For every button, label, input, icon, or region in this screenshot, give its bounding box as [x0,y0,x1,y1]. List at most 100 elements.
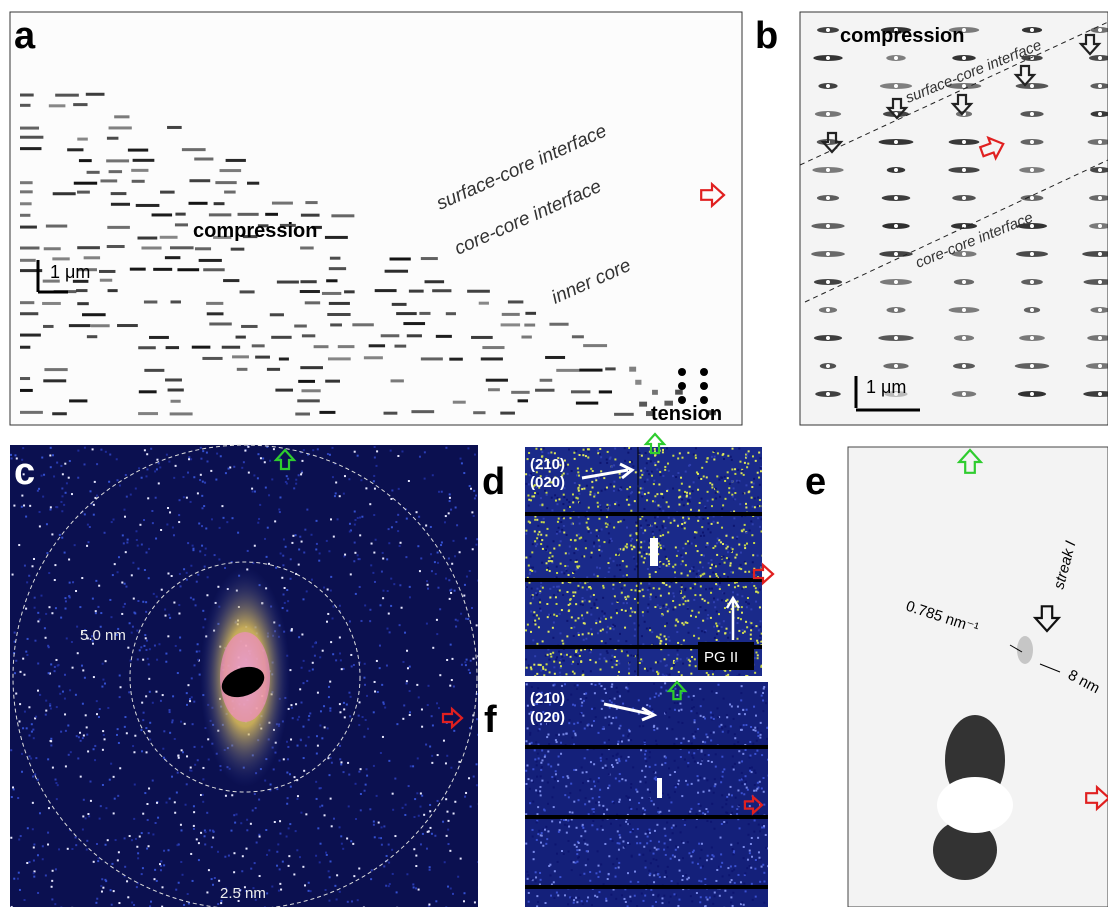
noise [642,532,644,534]
noise [685,552,687,554]
noise [639,842,641,844]
noise [680,831,682,833]
noise [706,461,708,463]
noise [713,718,715,720]
noise [628,739,630,741]
noise [537,901,539,903]
noise [124,603,126,605]
noise [56,462,58,464]
noise [572,704,574,706]
noise [614,503,616,505]
noise [700,478,702,480]
noise [730,865,732,867]
noise [539,790,541,792]
panel-label: c [14,451,35,493]
reflection-dash [82,313,106,316]
noise [335,659,337,661]
noise [360,809,362,811]
reflection-dash [226,159,246,162]
noise [124,866,126,868]
noise [254,862,256,864]
noise [758,477,760,479]
noise [581,556,583,558]
noise [44,627,46,629]
noise [175,465,177,467]
spot-core [826,56,830,60]
noise [264,461,266,463]
noise [558,527,560,529]
noise [668,797,670,799]
noise [212,830,214,832]
noise [141,873,143,875]
noise [606,504,608,506]
noise [172,719,174,721]
noise [61,495,63,497]
noise [15,660,17,662]
noise [671,827,673,829]
noise [197,659,199,661]
noise [436,702,438,704]
noise [389,883,391,885]
noise [178,604,180,606]
noise [738,674,740,676]
noise [590,468,592,470]
noise [355,818,357,820]
noise [558,586,560,588]
noise [37,854,39,856]
noise [559,531,561,533]
noise [711,487,713,489]
noise [237,532,239,534]
noise [416,792,418,794]
noise [660,506,662,508]
noise [731,806,733,808]
noise [640,527,642,529]
noise [630,881,632,883]
noise [136,846,138,848]
noise [364,790,366,792]
noise [184,723,186,725]
noise [66,482,68,484]
noise [753,831,755,833]
noise [599,462,601,464]
noise [576,565,578,567]
noise [647,492,649,494]
spot-core [962,336,966,340]
noise [525,770,527,772]
noise [698,843,700,845]
noise [45,714,47,716]
noise [529,734,531,736]
noise [738,448,740,450]
noise [560,742,562,744]
noise [742,629,744,631]
noise [195,604,197,606]
noise [305,813,307,815]
noise [183,496,185,498]
noise [591,481,593,483]
noise [620,725,622,727]
noise [708,522,710,524]
reflection-dash [20,226,37,229]
noise [476,538,478,540]
noise [100,449,102,451]
noise [354,511,356,513]
noise [525,783,527,785]
noise [543,521,545,523]
noise [684,596,686,598]
noise [225,472,227,474]
noise [695,545,697,547]
noise [582,772,584,774]
noise [382,558,384,560]
noise [255,807,257,809]
noise [302,726,304,728]
noise [303,449,305,451]
noise [660,693,662,695]
noise [619,836,621,838]
noise [761,787,763,789]
noise [183,568,185,570]
noise [611,840,613,842]
noise [172,695,174,697]
noise [438,491,440,493]
noise [534,675,536,677]
noise [755,460,757,462]
noise [736,554,738,556]
